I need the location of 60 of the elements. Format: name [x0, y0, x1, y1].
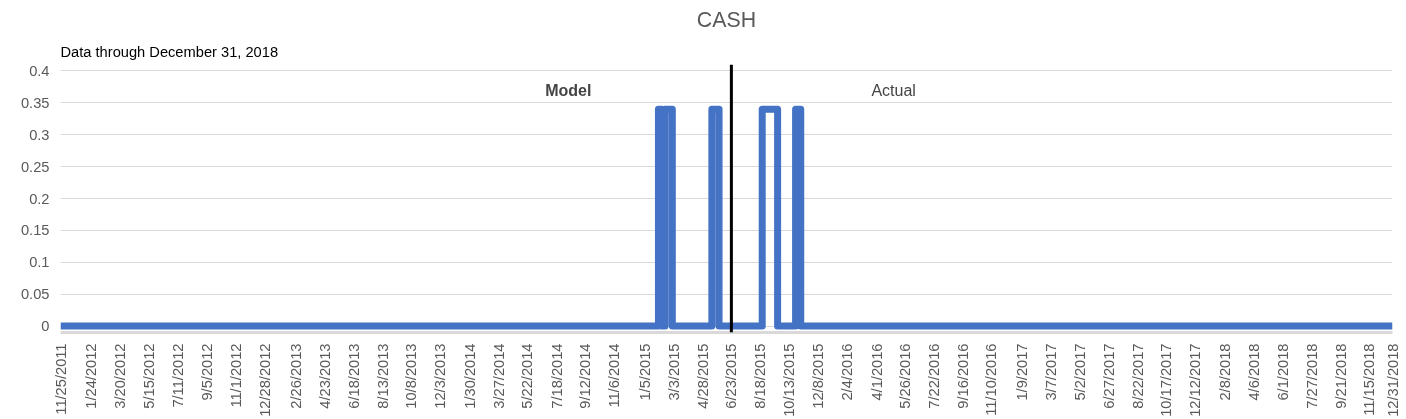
- x-tick-label: 7/27/2018: [1303, 343, 1320, 409]
- x-tick-label: 11/6/2014: [605, 343, 622, 408]
- annotation: Actual: [871, 81, 916, 99]
- x-tick-label: 8/18/2015: [752, 343, 769, 409]
- x-tick-label: 2/26/2013: [288, 343, 305, 409]
- y-tick-label: 0.1: [29, 254, 50, 271]
- annotation: Model: [545, 81, 592, 99]
- x-tick-label: 12/12/2017: [1187, 343, 1204, 417]
- y-tick-label: 0.3: [29, 126, 50, 143]
- x-tick-label: 3/7/2017: [1043, 343, 1060, 401]
- x-tick-label: 8/13/2013: [374, 343, 391, 409]
- x-tick-label: 4/6/2018: [1246, 343, 1263, 401]
- x-tick-label: 12/28/2012: [257, 343, 274, 417]
- x-tick-label: 1/24/2012: [83, 343, 100, 409]
- chart-subtitle: Data through December 31, 2018: [60, 43, 279, 60]
- x-tick-label: 4/23/2013: [317, 343, 334, 409]
- x-tick-label: 7/11/2012: [170, 343, 187, 408]
- y-tick-label: 0.2: [29, 190, 50, 207]
- x-tick-label: 12/8/2015: [809, 343, 826, 409]
- y-tick-label: 0.15: [20, 222, 50, 239]
- x-tick-label: 10/13/2015: [780, 343, 797, 417]
- x-tick-label: 4/1/2016: [868, 343, 885, 401]
- x-tick-label: 12/31/2018: [1384, 343, 1401, 417]
- x-tick-label: 5/22/2014: [519, 343, 536, 409]
- x-tick-label: 10/8/2013: [403, 343, 420, 409]
- y-tick-label: 0.05: [20, 286, 50, 303]
- x-tick-label: 12/3/2013: [432, 343, 449, 409]
- x-tick-label: 2/8/2018: [1217, 343, 1234, 401]
- x-tick-label: 5/15/2012: [140, 343, 157, 409]
- y-tick-label: 0.4: [29, 62, 50, 79]
- x-tick-label: 10/17/2017: [1158, 343, 1175, 417]
- y-tick-label: 0.25: [20, 158, 50, 175]
- x-tick-label: 9/5/2012: [198, 343, 215, 401]
- x-tick-label: 6/27/2017: [1100, 343, 1117, 409]
- x-tick-label: 11/15/2018: [1360, 343, 1377, 416]
- x-tick-label: 7/18/2014: [548, 343, 565, 409]
- x-tick-label: 6/1/2018: [1275, 343, 1292, 401]
- x-tick-label: 1/30/2014: [461, 343, 478, 409]
- x-tick-label: 3/20/2012: [112, 343, 129, 409]
- x-tick-label: 9/16/2016: [955, 343, 972, 409]
- x-tick-label: 3/27/2014: [490, 343, 507, 409]
- y-tick-label: 0.35: [20, 94, 50, 111]
- x-tick-label: 3/3/2015: [665, 343, 682, 401]
- x-tick-label: 9/21/2018: [1332, 343, 1349, 409]
- x-tick-label: 7/22/2016: [926, 343, 943, 409]
- x-tick-label: 6/23/2015: [723, 343, 740, 409]
- y-tick-label: 0: [41, 318, 50, 335]
- x-tick-label: 8/22/2017: [1129, 343, 1146, 409]
- chart-title: CASH: [696, 7, 757, 32]
- x-tick-label: 5/2/2017: [1072, 343, 1089, 401]
- x-tick-label: 1/5/2015: [636, 343, 653, 401]
- x-tick-label: 11/25/2011: [52, 343, 69, 415]
- x-tick-label: 11/1/2012: [228, 343, 245, 408]
- x-tick-label: 5/26/2016: [897, 343, 914, 409]
- x-tick-label: 9/12/2014: [577, 343, 594, 409]
- x-tick-label: 11/10/2016: [983, 343, 1000, 416]
- x-tick-label: 6/18/2013: [345, 343, 362, 409]
- x-tick-label: 4/28/2015: [694, 343, 711, 409]
- x-tick-label: 1/9/2017: [1014, 343, 1031, 401]
- x-tick-label: 2/4/2016: [839, 343, 856, 401]
